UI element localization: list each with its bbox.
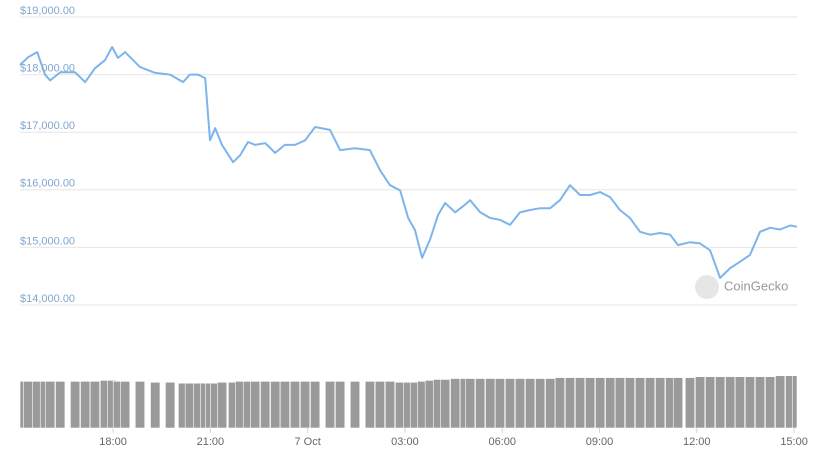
volume-bar	[705, 376, 716, 429]
volume-bar	[585, 377, 596, 429]
volume-bar	[324, 381, 336, 429]
volume-bar	[645, 377, 656, 429]
volume-bar	[715, 376, 726, 429]
watermark-logo	[695, 275, 719, 299]
volume-bar	[635, 377, 646, 429]
volume-bar	[364, 381, 375, 429]
volume-bar	[605, 377, 616, 429]
volume-bar	[545, 378, 556, 429]
volume-bar	[614, 377, 625, 429]
volume-bar	[765, 376, 776, 429]
volume-bar	[335, 381, 346, 429]
volume-bar	[279, 381, 290, 429]
volume-bar	[504, 378, 516, 429]
price-line	[19, 46, 798, 279]
x-tick-label: 18:00	[99, 436, 127, 448]
y-tick-label: $17,000.00	[20, 120, 75, 132]
volume-bar	[564, 377, 576, 429]
volume-bar	[216, 381, 228, 429]
volume-bar	[310, 381, 321, 429]
watermark: CoinGecko	[695, 275, 788, 299]
y-tick-label: $14,000.00	[20, 293, 75, 305]
x-tick-label: 7 Oct	[294, 436, 320, 448]
volume-bar	[89, 381, 100, 429]
volume-bar	[725, 376, 736, 429]
plot: 18:00 21:00 7 Oct 03:00 06:00 09:00 12:00 15:00…	[19, 5, 808, 448]
x-tick-label: 21:00	[197, 436, 225, 448]
y-tick-label: $18,000.00	[20, 63, 75, 75]
x-tick-label: 12:00	[683, 436, 711, 448]
volume-bar	[791, 375, 798, 429]
volume-bar	[300, 381, 311, 429]
volume-bar	[754, 376, 766, 429]
volume-bar	[744, 376, 756, 429]
volume-bar	[70, 381, 81, 429]
volume-bar	[120, 381, 131, 429]
volume-bar	[535, 378, 546, 429]
x-tick-label: 15:00	[780, 436, 808, 448]
volume-bar	[655, 377, 666, 429]
volume-bar	[374, 381, 386, 429]
x-tick-label: 06:00	[488, 436, 516, 448]
volume-bar	[250, 381, 261, 429]
y-tick-label: $19,000.00	[20, 5, 75, 17]
volume-bar	[270, 381, 281, 429]
volume-bar	[575, 377, 586, 429]
volume-bar	[775, 375, 786, 429]
y-tick-label: $16,000.00	[20, 178, 75, 190]
volume-bar	[734, 376, 745, 429]
volume-bar	[55, 381, 66, 429]
volume-bar	[349, 381, 361, 429]
volume-bar	[485, 378, 496, 429]
volume-bar	[440, 379, 451, 429]
volume-bar	[289, 381, 301, 429]
y-tick-label: $15,000.00	[20, 235, 75, 247]
volume-bar	[595, 377, 606, 429]
volume-bar	[80, 381, 91, 429]
volume-bar	[384, 381, 396, 429]
volume-bar	[450, 378, 461, 429]
volume-bar	[45, 381, 56, 429]
volume-bar	[672, 377, 684, 429]
volume-bar	[23, 381, 34, 429]
volume-bar	[165, 381, 176, 429]
volume-bar	[684, 377, 696, 429]
volume-bar	[465, 378, 476, 429]
volume-bar	[150, 381, 161, 429]
x-tick-label: 09:00	[586, 436, 614, 448]
volume-bar	[134, 381, 146, 429]
volume-bar	[260, 381, 271, 429]
volume-bar	[694, 376, 706, 429]
x-tick-label: 03:00	[391, 436, 419, 448]
volume-bar	[525, 378, 536, 429]
volume-bar	[475, 378, 486, 429]
volume-bar	[624, 377, 636, 429]
volume-bar	[554, 377, 565, 429]
volume-bar	[515, 378, 526, 429]
watermark-text: CoinGecko	[724, 278, 788, 293]
volume-bar	[494, 378, 505, 429]
